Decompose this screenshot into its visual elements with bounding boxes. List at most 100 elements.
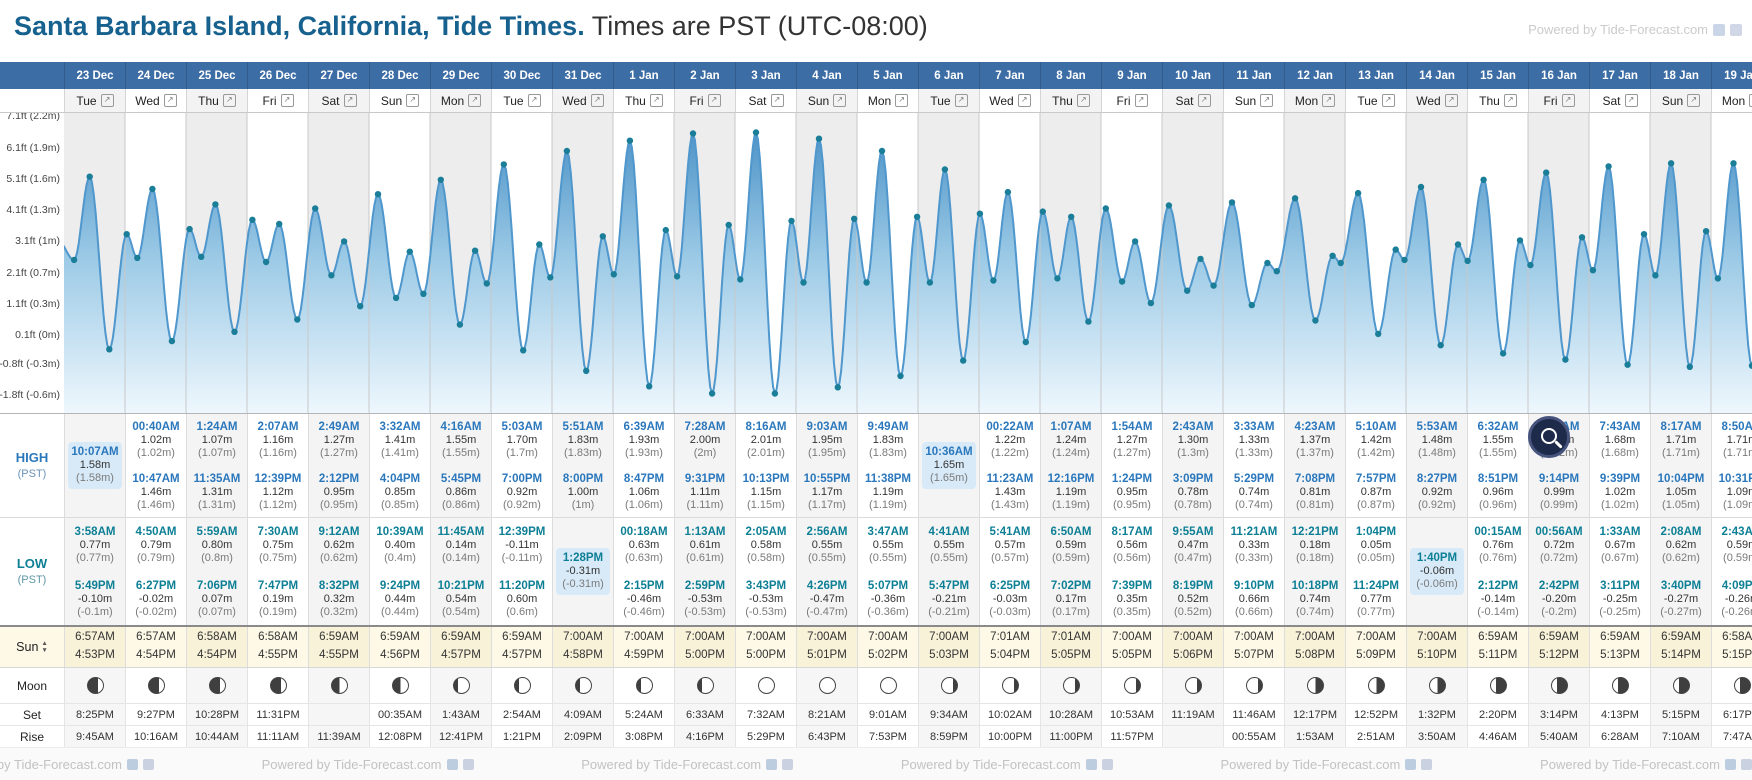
social-icon[interactable]	[1730, 23, 1742, 36]
date-header-cell[interactable]: 10 Jan	[1162, 62, 1223, 89]
day-of-week-cell: Sat ↗	[1589, 89, 1650, 112]
date-header-cell[interactable]: 18 Jan	[1650, 62, 1711, 89]
date-header-cell[interactable]: 13 Jan	[1345, 62, 1406, 89]
expand-day-icon[interactable]: ↗	[1503, 94, 1517, 107]
footer-social-icon[interactable]	[1740, 759, 1752, 770]
footer-social-icon[interactable]	[782, 759, 794, 770]
expand-day-icon[interactable]: ↗	[1260, 94, 1274, 107]
footer-share-icon[interactable]	[1724, 759, 1736, 770]
tide-height-alt: (0.74m)	[1235, 498, 1273, 511]
footer-share-icon[interactable]	[1085, 759, 1097, 770]
date-header-cell[interactable]: 16 Jan	[1528, 62, 1589, 89]
date-header-cell[interactable]: 31 Dec	[552, 62, 613, 89]
tide-height: 1.33m	[1238, 433, 1270, 446]
expand-day-icon[interactable]: ↗	[833, 94, 847, 107]
date-header-cell[interactable]: 27 Dec	[308, 62, 369, 89]
footer-share-icon[interactable]	[446, 759, 458, 770]
date-header-cell[interactable]: 6 Jan	[918, 62, 979, 89]
expand-day-icon[interactable]: ↗	[770, 94, 784, 107]
expand-day-icon[interactable]: ↗	[1322, 94, 1336, 107]
expand-day-icon[interactable]: ↗	[895, 94, 909, 107]
day-of-week-label: Fri	[689, 93, 704, 108]
footer-social-icon[interactable]	[1101, 759, 1113, 770]
moon-cell	[1528, 668, 1589, 703]
tide-height-alt: (0.72m)	[1540, 551, 1578, 564]
date-header-cell[interactable]: 9 Jan	[1101, 62, 1162, 89]
expand-day-icon[interactable]: ↗	[1749, 94, 1752, 107]
date-header-cell[interactable]: 4 Jan	[796, 62, 857, 89]
expand-day-icon[interactable]: ↗	[1444, 94, 1458, 107]
moon-phase-icon	[1428, 677, 1446, 694]
footer-watermark: Powered by Tide-Forecast.com	[901, 757, 1113, 772]
moon-phase-icon	[208, 677, 226, 694]
date-header-cell[interactable]: 1 Jan	[613, 62, 674, 89]
date-header-cell[interactable]: 8 Jan	[1040, 62, 1101, 89]
date-header-cell[interactable]: 17 Jan	[1589, 62, 1650, 89]
footer-social-icon[interactable]	[462, 759, 474, 770]
tide-time: 8:17AM	[1660, 420, 1702, 433]
expand-day-icon[interactable]: ↗	[1381, 94, 1395, 107]
date-header-cell[interactable]: 15 Jan	[1467, 62, 1528, 89]
day-of-week-label: Thu	[1052, 93, 1073, 108]
footer-share-icon[interactable]	[766, 759, 778, 770]
tide-height-alt: (1.27m)	[1113, 446, 1151, 459]
date-header-cell[interactable]: 30 Dec	[491, 62, 552, 89]
low-tide-cell: 7:30AM 0.75m (0.75m) 7:47PM 0.19m (0.19m)	[247, 518, 308, 625]
expand-day-icon[interactable]: ↗	[1561, 94, 1575, 107]
expand-day-icon[interactable]: ↗	[280, 94, 294, 107]
low-tide-event: 1:33AM 0.67m (0.67m)	[1590, 518, 1650, 572]
date-header-cell[interactable]: 11 Jan	[1223, 62, 1284, 89]
footer-social-icon[interactable]	[142, 759, 154, 770]
expand-day-icon[interactable]: ↗	[1134, 94, 1148, 107]
expand-day-icon[interactable]: ↗	[649, 94, 663, 107]
date-header-cell[interactable]: 5 Jan	[857, 62, 918, 89]
low-tide-event: 10:18PM 0.74m (0.74m)	[1285, 572, 1345, 625]
share-icon[interactable]	[1713, 23, 1725, 36]
sunset-time: 5:06PM	[1173, 649, 1213, 661]
tide-time: 9:12AM	[318, 525, 360, 538]
weekday-cells-wrap: Tue ↗ Wed ↗ Thu ↗ Fri ↗ Sat ↗ Sun ↗ Mon ↗ Tue ↗ Wed ↗ Thu ↗…	[64, 89, 1752, 112]
day-of-week-label: Sat	[748, 93, 767, 108]
footer-share-icon[interactable]	[126, 759, 138, 770]
date-header-cell[interactable]: 19 Jan	[1711, 62, 1752, 89]
tide-time: 5:41AM	[989, 525, 1031, 538]
tide-height: 0.57m	[994, 538, 1026, 551]
date-header-cell[interactable]: 14 Jan	[1406, 62, 1467, 89]
expand-day-icon[interactable]: ↗	[468, 94, 482, 107]
sun-cell: 7:00AM 4:58PM	[552, 627, 613, 667]
tide-height: 0.78m	[1177, 485, 1209, 498]
date-header-cell[interactable]: 23 Dec	[64, 62, 125, 89]
tide-height-alt: (1.19m)	[1052, 498, 1090, 511]
expand-day-icon[interactable]: ↗	[1076, 94, 1090, 107]
sunrise-time: 7:00AM	[563, 631, 603, 644]
date-header-cell[interactable]: 28 Dec	[369, 62, 430, 89]
footer-social-icon[interactable]	[1421, 759, 1433, 770]
date-header-cell[interactable]: 25 Dec	[186, 62, 247, 89]
expand-day-icon[interactable]: ↗	[707, 94, 721, 107]
date-header-cell[interactable]: 7 Jan	[979, 62, 1040, 89]
date-header-cell[interactable]: 24 Dec	[125, 62, 186, 89]
tide-time: 12:39PM	[254, 472, 302, 485]
moon-phase-icon	[818, 677, 836, 694]
zoom-button[interactable]	[1528, 416, 1570, 458]
date-header-cell[interactable]: 2 Jan	[674, 62, 735, 89]
date-header-cell[interactable]: 3 Jan	[735, 62, 796, 89]
expand-day-icon[interactable]: ↗	[222, 94, 236, 107]
expand-day-icon[interactable]: ↗	[954, 94, 968, 107]
date-header-cell[interactable]: 29 Dec	[430, 62, 491, 89]
date-header-cell[interactable]: 26 Dec	[247, 62, 308, 89]
expand-day-icon[interactable]: ↗	[163, 94, 177, 107]
expand-day-icon[interactable]: ↗	[1017, 94, 1031, 107]
expand-day-icon[interactable]: ↗	[1197, 94, 1211, 107]
date-header-cell[interactable]: 12 Jan	[1284, 62, 1345, 89]
expand-day-icon[interactable]: ↗	[406, 94, 420, 107]
tide-height-alt: (0.17m)	[1052, 605, 1090, 618]
expand-day-icon[interactable]: ↗	[1624, 94, 1638, 107]
expand-day-icon[interactable]: ↗	[100, 94, 114, 107]
expand-day-icon[interactable]: ↗	[343, 94, 357, 107]
moon-phase-icon	[1550, 677, 1568, 694]
expand-day-icon[interactable]: ↗	[1687, 94, 1701, 107]
expand-day-icon[interactable]: ↗	[527, 94, 541, 107]
footer-share-icon[interactable]	[1405, 759, 1417, 770]
expand-day-icon[interactable]: ↗	[590, 94, 604, 107]
